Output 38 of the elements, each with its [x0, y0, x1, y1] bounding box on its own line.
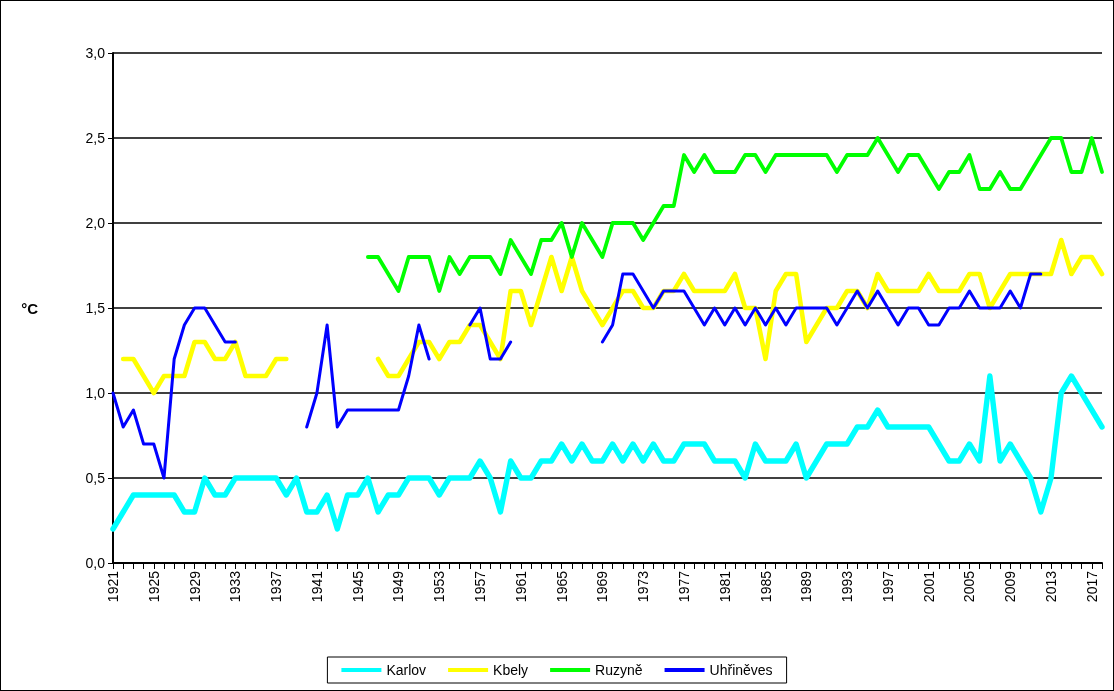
- x-tick-label: 1941: [308, 570, 325, 603]
- legend-label: Uhřiněves: [709, 662, 773, 678]
- x-tick-label: 2009: [1002, 570, 1019, 603]
- x-tick-label: 2017: [1083, 570, 1100, 603]
- x-tick-label: 1989: [798, 570, 815, 603]
- x-tick-label: 1945: [349, 570, 366, 603]
- y-tick-label: 3,0: [85, 45, 106, 61]
- legend-label: Ruzyně: [595, 662, 643, 678]
- x-tick-label: 1953: [431, 570, 448, 603]
- x-tick-label: 2001: [920, 570, 937, 603]
- line-series: [366, 136, 1104, 293]
- x-tick-label: 1921: [105, 570, 121, 603]
- x-tick-label: 1961: [512, 570, 529, 603]
- legend-label: Kbely: [493, 662, 529, 678]
- x-tick-label: 1977: [675, 570, 692, 603]
- x-tick-label: 1949: [390, 570, 407, 603]
- x-tick-label: 1997: [879, 570, 896, 603]
- x-tick-label: 1969: [594, 570, 611, 603]
- x-tick-label: 1985: [757, 570, 774, 603]
- x-tick-label: 1925: [145, 570, 162, 603]
- x-tick-label: 1937: [268, 570, 285, 603]
- y-tick-label: 1,5: [85, 300, 106, 316]
- y-axis-title: °C: [21, 299, 39, 317]
- y-tick-label: 1,0: [85, 385, 106, 401]
- y-tick-label: 0,5: [85, 470, 106, 486]
- y-tick-label: 0,0: [85, 555, 106, 571]
- x-tick-label: 1981: [716, 570, 733, 603]
- x-tick-label: 2005: [961, 570, 978, 603]
- legend-label: Karlov: [386, 662, 427, 678]
- x-tick-label: 1973: [635, 570, 652, 603]
- x-tick-label: 1929: [186, 570, 203, 603]
- y-tick-label: 2,5: [85, 130, 106, 146]
- x-tick-label: 1965: [553, 570, 570, 603]
- x-tick-label: 2013: [1043, 570, 1060, 603]
- y-tick-label: 2,0: [85, 215, 106, 231]
- x-tick-label: 1933: [227, 570, 244, 603]
- x-tick-label: 1993: [839, 570, 856, 603]
- x-tick-label: 1957: [472, 570, 489, 603]
